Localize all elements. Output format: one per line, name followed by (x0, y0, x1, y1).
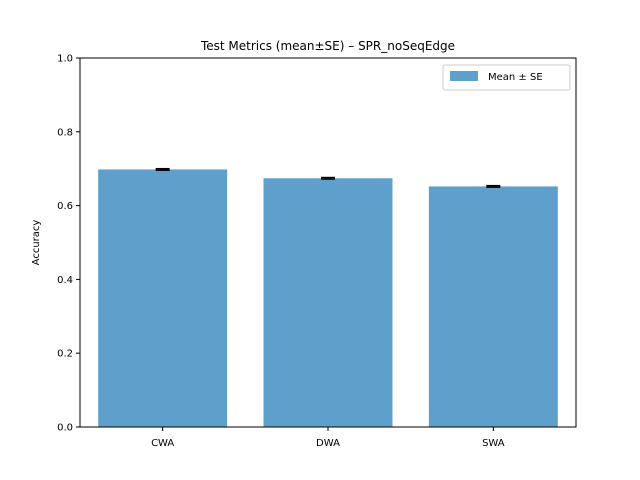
y-axis: 0.0 0.2 0.4 0.6 0.8 1.0 (57, 54, 80, 434)
y-tick-label: 0.2 (57, 349, 73, 360)
y-axis-title: Accuracy (31, 220, 42, 266)
bar-cwa (98, 169, 228, 428)
plot-frame (79, 57, 577, 428)
bar-swa (428, 186, 558, 427)
bars-layer (98, 169, 558, 428)
y-tick-label: 0.4 (57, 275, 73, 286)
x-tick-label: DWA (316, 438, 340, 449)
errorbars-layer (155, 167, 501, 188)
y-tick-label: 1.0 (57, 54, 73, 65)
x-tick-label: CWA (151, 438, 174, 449)
legend: Mean ± SE (442, 64, 571, 91)
legend-swatch (450, 71, 478, 81)
chart-title: Test Metrics (mean±SE) – SPR_noSeqEdge (200, 39, 455, 53)
legend-label: Mean ± SE (488, 72, 543, 83)
y-tick-label: 0.0 (57, 423, 73, 434)
y-tick-label: 0.6 (57, 201, 73, 212)
x-tick-label: SWA (482, 438, 505, 449)
x-axis: CWA DWA SWA (151, 427, 505, 449)
y-tick-label: 0.8 (57, 127, 73, 138)
bar-dwa (263, 178, 393, 427)
